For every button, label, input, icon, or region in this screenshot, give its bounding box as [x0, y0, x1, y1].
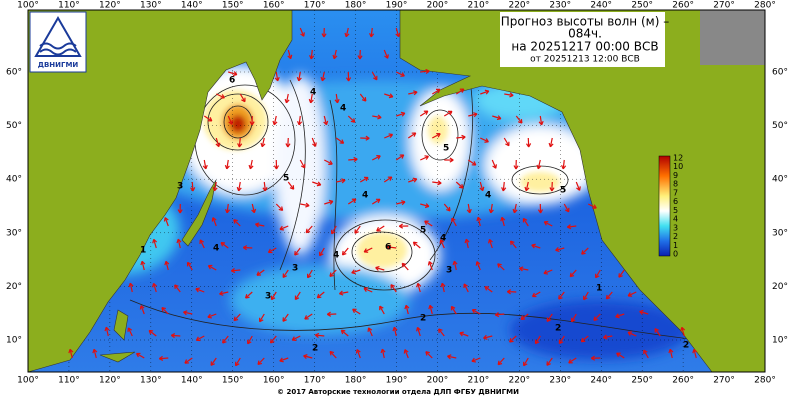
colorbar-label: 2: [673, 232, 678, 241]
lat-label: 10°: [772, 336, 788, 346]
lat-label: 50°: [6, 121, 22, 131]
lat-label: 40°: [772, 175, 788, 185]
colorbar-label: 7: [673, 188, 678, 197]
contour-label: 2: [420, 314, 426, 324]
lon-label: 130°: [140, 1, 162, 11]
lon-label: 110°: [58, 1, 80, 11]
colorbar: [659, 156, 670, 256]
colorbar-label: 0: [673, 250, 678, 259]
lat-label: 10°: [6, 336, 22, 346]
colorbar-label: 8: [673, 180, 678, 189]
lon-label: 170°: [304, 376, 326, 386]
colorbar-label: 9: [673, 171, 678, 180]
lon-label: 220°: [508, 376, 530, 386]
contour-label: 4: [333, 251, 339, 261]
colorbar-label: 6: [673, 197, 678, 206]
contour-label: 1: [140, 246, 146, 256]
colorbar-label: 5: [673, 206, 678, 215]
lon-label: 190°: [386, 376, 408, 386]
contour-label: 5: [283, 174, 289, 184]
lat-label: 40°: [6, 175, 22, 185]
lon-label: 100°: [17, 1, 39, 11]
lon-label: 160°: [263, 1, 285, 11]
lat-label: 20°: [772, 282, 788, 292]
contour-label: 6: [229, 76, 235, 86]
colorbar-label: 1: [673, 241, 678, 250]
lon-label: 220°: [508, 1, 530, 11]
lon-label: 240°: [590, 1, 612, 11]
lon-label: 230°: [549, 1, 571, 11]
contour-label: 2: [683, 341, 689, 351]
contour-label: 5: [420, 226, 426, 236]
lon-label: 100°: [17, 376, 39, 386]
lat-label: 50°: [772, 121, 788, 131]
lon-label: 280°: [754, 376, 776, 386]
lon-label: 260°: [672, 376, 694, 386]
lon-label: 160°: [263, 376, 285, 386]
contour-label: 6: [385, 243, 391, 253]
lon-label: 130°: [140, 376, 162, 386]
colorbar-label: 3: [673, 223, 678, 232]
logo: ДВНИГМИ: [30, 12, 86, 72]
lon-label: 200°: [427, 1, 449, 11]
footer: © 2017 Авторские технологии отдела ДЛП Ф…: [277, 388, 519, 396]
contour-label: 3: [177, 182, 183, 192]
lat-label: 60°: [772, 68, 788, 78]
lon-label: 140°: [181, 376, 203, 386]
contour-label: 1: [596, 284, 602, 294]
lon-label: 280°: [754, 1, 776, 11]
lon-label: 150°: [222, 376, 244, 386]
lon-label: 190°: [386, 1, 408, 11]
contour-label: 3: [292, 264, 298, 274]
colorbar-label: 4: [673, 215, 678, 224]
lat-label: 30°: [772, 228, 788, 238]
contour-label: 4: [440, 234, 446, 244]
lat-label: 20°: [6, 282, 22, 292]
contour-label: 3: [265, 292, 271, 302]
lon-label: 120°: [99, 376, 121, 386]
lon-label: 230°: [549, 376, 571, 386]
no-data-area: [700, 10, 765, 65]
lon-label: 140°: [181, 1, 203, 11]
subtitle: от 20251213 12:00 ВСВ: [530, 55, 640, 65]
contour-label: 2: [312, 344, 318, 354]
lon-label: 150°: [222, 1, 244, 11]
contour-label: 2: [555, 324, 561, 334]
title: на 20251217 00:00 ВСВ: [511, 40, 658, 54]
title: 084ч.: [568, 27, 602, 41]
lon-label: 250°: [631, 376, 653, 386]
lon-label: 180°: [345, 376, 367, 386]
contour-label: 5: [560, 186, 566, 196]
lon-label: 270°: [713, 376, 735, 386]
logo-text: ДВНИГМИ: [38, 61, 79, 69]
lat-label: 60°: [6, 68, 22, 78]
colorbar-label: 10: [673, 162, 683, 171]
lat-label: 30°: [6, 228, 22, 238]
contour-label: 3: [446, 266, 452, 276]
lon-label: 180°: [345, 1, 367, 11]
title-box: Прогноз высоты волн (м) – 084ч. на 20251…: [500, 12, 669, 67]
lon-label: 120°: [99, 1, 121, 11]
contour-label: 4: [213, 244, 219, 254]
contour-label: 4: [362, 191, 368, 201]
lon-label: 210°: [468, 1, 490, 11]
lon-label: 270°: [713, 1, 735, 11]
lon-label: 260°: [672, 1, 694, 11]
contour-label: 4: [485, 191, 491, 201]
lon-label: 200°: [427, 376, 449, 386]
contour-label: 4: [310, 88, 316, 98]
colorbar-label: 12: [673, 154, 683, 163]
contour-label: 5: [443, 144, 449, 154]
lon-label: 240°: [590, 376, 612, 386]
lon-label: 170°: [304, 1, 326, 11]
lon-label: 110°: [58, 376, 80, 386]
lon-label: 250°: [631, 1, 653, 11]
contour-label: 4: [340, 104, 346, 114]
lon-label: 210°: [468, 376, 490, 386]
